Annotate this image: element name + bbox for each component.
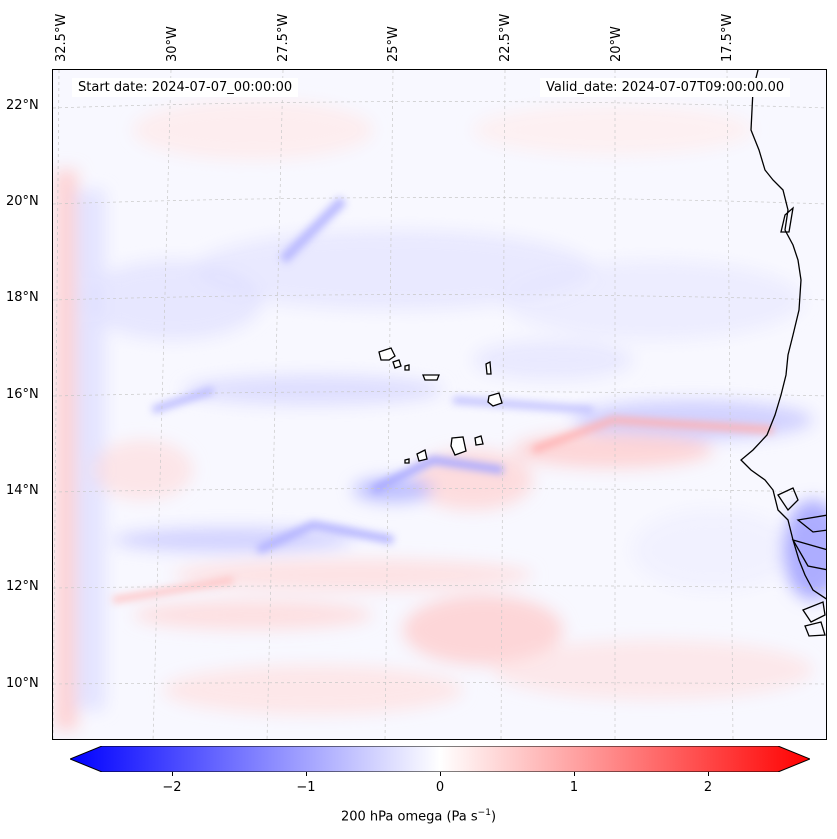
lon-label: 20°W	[609, 26, 624, 62]
colorbar-label-end: )	[490, 809, 497, 825]
colorbar-label: 200 hPa omega (Pa s−1)	[0, 808, 837, 824]
map-panel	[52, 69, 827, 740]
cape-verde-islands	[378, 347, 503, 464]
colorbar	[68, 745, 812, 773]
colorbar-tick-mark	[708, 772, 709, 776]
lat-label: 16°N	[6, 387, 39, 402]
lon-label: 30°W	[165, 26, 180, 62]
gridlines	[53, 70, 826, 739]
lat-label: 12°N	[6, 579, 39, 594]
colorbar-tick-label: 1	[569, 780, 579, 795]
colorbar-label-text: 200 hPa omega (Pa s	[340, 809, 478, 825]
lat-label: 10°N	[6, 676, 39, 691]
colorbar-tick-label: −1	[296, 780, 316, 795]
colorbar-tick-mark	[574, 772, 575, 776]
lat-label: 14°N	[6, 483, 39, 498]
coastline	[740, 70, 826, 637]
lon-label: 17.5°W	[720, 13, 735, 62]
lon-label: 27.5°W	[276, 13, 291, 62]
colorbar-tick-label: 0	[435, 780, 445, 795]
lon-label: 22.5°W	[498, 13, 513, 62]
lat-label: 18°N	[6, 290, 39, 305]
colorbar-tick-mark	[172, 772, 173, 776]
colorbar-svg	[68, 745, 812, 773]
colorbar-tick-label: −2	[162, 780, 182, 795]
colorbar-label-exponent: −1	[477, 808, 491, 818]
colorbar-tick-mark	[440, 772, 441, 776]
valid-date-label: Valid_date: 2024-07-07T09:00:00.00	[540, 78, 791, 97]
colorbar-tick-mark	[306, 772, 307, 776]
lat-label: 20°N	[6, 194, 39, 209]
start-date-label: Start date: 2024-07-07_00:00:00	[72, 78, 299, 97]
lon-label: 25°W	[386, 26, 401, 62]
omega-field-map	[53, 70, 826, 739]
lat-label: 22°N	[6, 98, 39, 113]
lon-label: 32.5°W	[54, 13, 69, 62]
omega-patches	[55, 100, 826, 730]
colorbar-tick-label: 2	[703, 780, 713, 795]
